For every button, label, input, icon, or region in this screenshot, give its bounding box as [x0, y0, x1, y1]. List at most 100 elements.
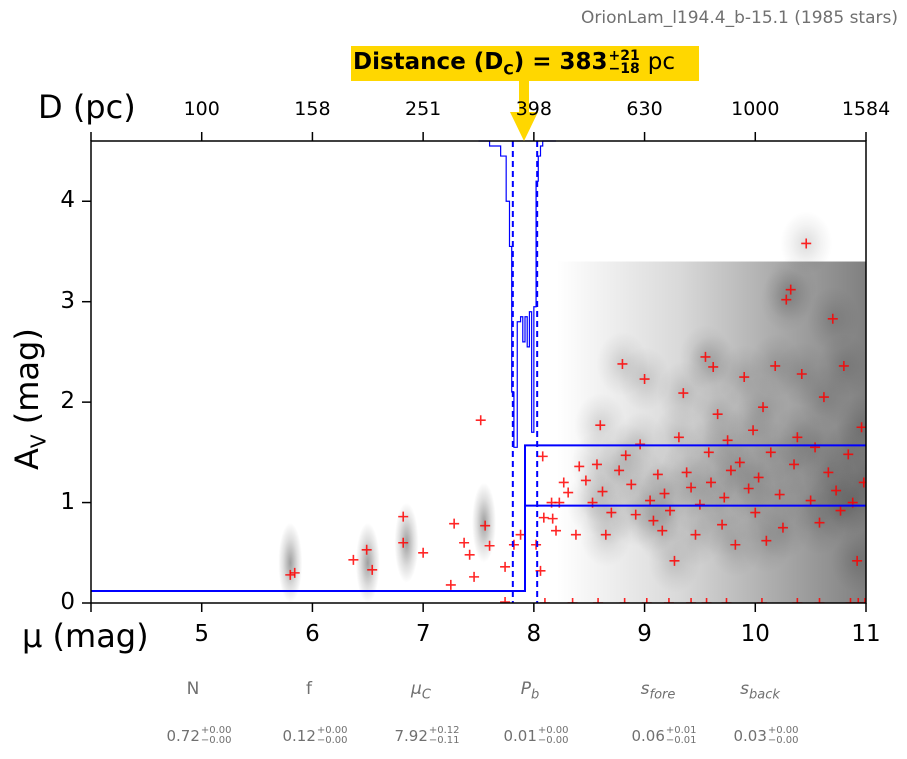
density-blob [831, 528, 866, 593]
param-value: 0.03 +0.00 −0.00 [733, 725, 799, 746]
top-tick-label: 630 [626, 98, 663, 120]
star-point [574, 461, 585, 472]
model-line [91, 444, 866, 592]
star-point [593, 598, 604, 603]
star-point [690, 529, 701, 540]
star-point [673, 432, 684, 443]
star-point [645, 495, 656, 506]
param-value: 0.12 +0.00 −0.00 [282, 725, 348, 746]
star-point [706, 477, 716, 488]
star-point [539, 598, 550, 603]
top-tick-label: 398 [515, 98, 552, 120]
star-point [743, 483, 754, 494]
star-point [614, 465, 625, 476]
left-axis-label: AV (mag) [8, 328, 51, 470]
star-point [801, 238, 812, 249]
star-point [665, 505, 676, 516]
star-point [703, 447, 714, 458]
star-point [717, 519, 728, 530]
distance-histogram [478, 140, 556, 603]
star-point [398, 537, 409, 548]
star-point [753, 472, 764, 483]
star-point [761, 535, 772, 546]
star-point [606, 507, 617, 518]
param-value: 0.06 +0.01 −0.01 [631, 725, 697, 746]
star-point [464, 549, 475, 560]
star-point [845, 598, 856, 603]
y-tick-label: 3 [60, 287, 75, 314]
star-point [748, 425, 759, 436]
star-point [796, 369, 807, 380]
star-point [734, 457, 745, 468]
star-point [750, 507, 761, 518]
y-tick-label: 0 [60, 589, 75, 615]
star-point [719, 492, 730, 503]
star-point [777, 522, 788, 533]
star-point [285, 569, 296, 580]
y-tick-label: 1 [60, 488, 75, 515]
star-point [805, 495, 816, 506]
star-point [597, 486, 608, 497]
star-point [694, 499, 705, 510]
x-tick-label: 11 [851, 621, 881, 647]
chart-subtitle: OrionLam_l194.4_b-15.1 (1985 stars) [580, 8, 898, 28]
distance-arrow [510, 80, 538, 141]
star-point [686, 482, 697, 493]
param-name: sback [740, 679, 780, 703]
star-point [595, 420, 606, 431]
histogram-line [478, 140, 556, 448]
star-point [480, 520, 491, 531]
star-point [484, 540, 495, 551]
star-point [641, 598, 652, 603]
star-point [789, 459, 800, 470]
star-point [600, 529, 611, 540]
star-point [792, 598, 803, 603]
star-point [418, 547, 429, 558]
star-point [398, 511, 409, 522]
star-point [856, 422, 866, 433]
star-point [630, 509, 641, 520]
star-point [725, 465, 736, 476]
star-point [810, 442, 821, 453]
star-point [669, 555, 680, 566]
star-point [547, 513, 558, 524]
star-point [500, 561, 511, 572]
param-name: sfore [640, 679, 676, 703]
star-point [814, 517, 825, 528]
star-point [722, 435, 733, 446]
star-point [701, 598, 712, 603]
param-value: 0.72 +0.00 −0.00 [166, 725, 232, 746]
star-point [558, 477, 569, 488]
star-point [663, 598, 674, 603]
star-point [827, 313, 838, 324]
star-point [445, 579, 456, 590]
density-background [278, 211, 866, 603]
star-point [758, 402, 769, 413]
star-point [843, 449, 854, 460]
star-point [538, 512, 549, 523]
density-blob [835, 395, 866, 460]
x-tick-label: 8 [526, 621, 542, 647]
star-point [831, 485, 842, 496]
star-point [678, 388, 689, 399]
star-point [686, 598, 697, 603]
param-value: 7.92 +0.12 −0.11 [394, 725, 460, 746]
star-point [739, 372, 750, 383]
star-point [657, 525, 668, 536]
star-point [858, 477, 866, 488]
param-name: μC [411, 679, 431, 703]
plot-frame [90, 140, 867, 604]
x-tick-label: 9 [637, 621, 652, 647]
top-tick-label: 1584 [841, 98, 891, 120]
star-point [475, 415, 486, 426]
star-point [570, 529, 581, 540]
star-point [712, 409, 723, 420]
star-point [781, 294, 792, 305]
top-axis-label: D (pc) [38, 88, 136, 126]
star-point [792, 432, 803, 443]
top-tick-label: 1000 [731, 98, 780, 120]
star-point [785, 284, 796, 295]
star-point [852, 555, 863, 566]
star-point [652, 469, 663, 480]
